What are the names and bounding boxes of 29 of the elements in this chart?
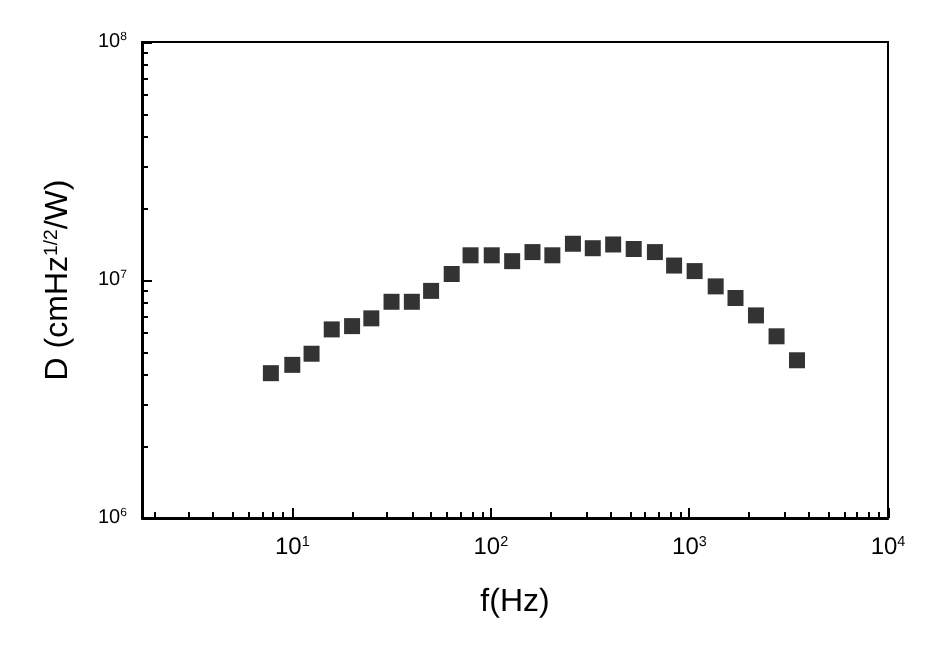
point xyxy=(323,321,340,338)
point xyxy=(584,240,601,257)
point xyxy=(788,352,805,369)
point xyxy=(363,310,380,327)
point xyxy=(262,365,279,382)
point xyxy=(383,293,400,310)
point xyxy=(707,278,724,295)
point xyxy=(284,356,301,373)
point xyxy=(403,293,420,310)
point xyxy=(768,328,785,345)
point xyxy=(524,244,541,261)
point xyxy=(625,240,642,257)
point xyxy=(564,235,581,252)
point xyxy=(646,244,663,261)
point xyxy=(544,247,561,264)
point xyxy=(666,257,683,274)
point xyxy=(303,345,320,362)
point xyxy=(747,307,764,324)
point xyxy=(686,263,703,280)
y-axis-title: D (cmHz1/2/W) xyxy=(41,179,75,381)
point xyxy=(605,236,622,253)
point xyxy=(462,247,479,264)
point xyxy=(423,282,440,299)
point xyxy=(344,318,361,335)
x-axis-title: f(Hz) xyxy=(480,585,550,619)
point xyxy=(443,265,460,282)
point xyxy=(504,253,521,270)
point xyxy=(483,247,500,264)
point xyxy=(727,290,744,307)
